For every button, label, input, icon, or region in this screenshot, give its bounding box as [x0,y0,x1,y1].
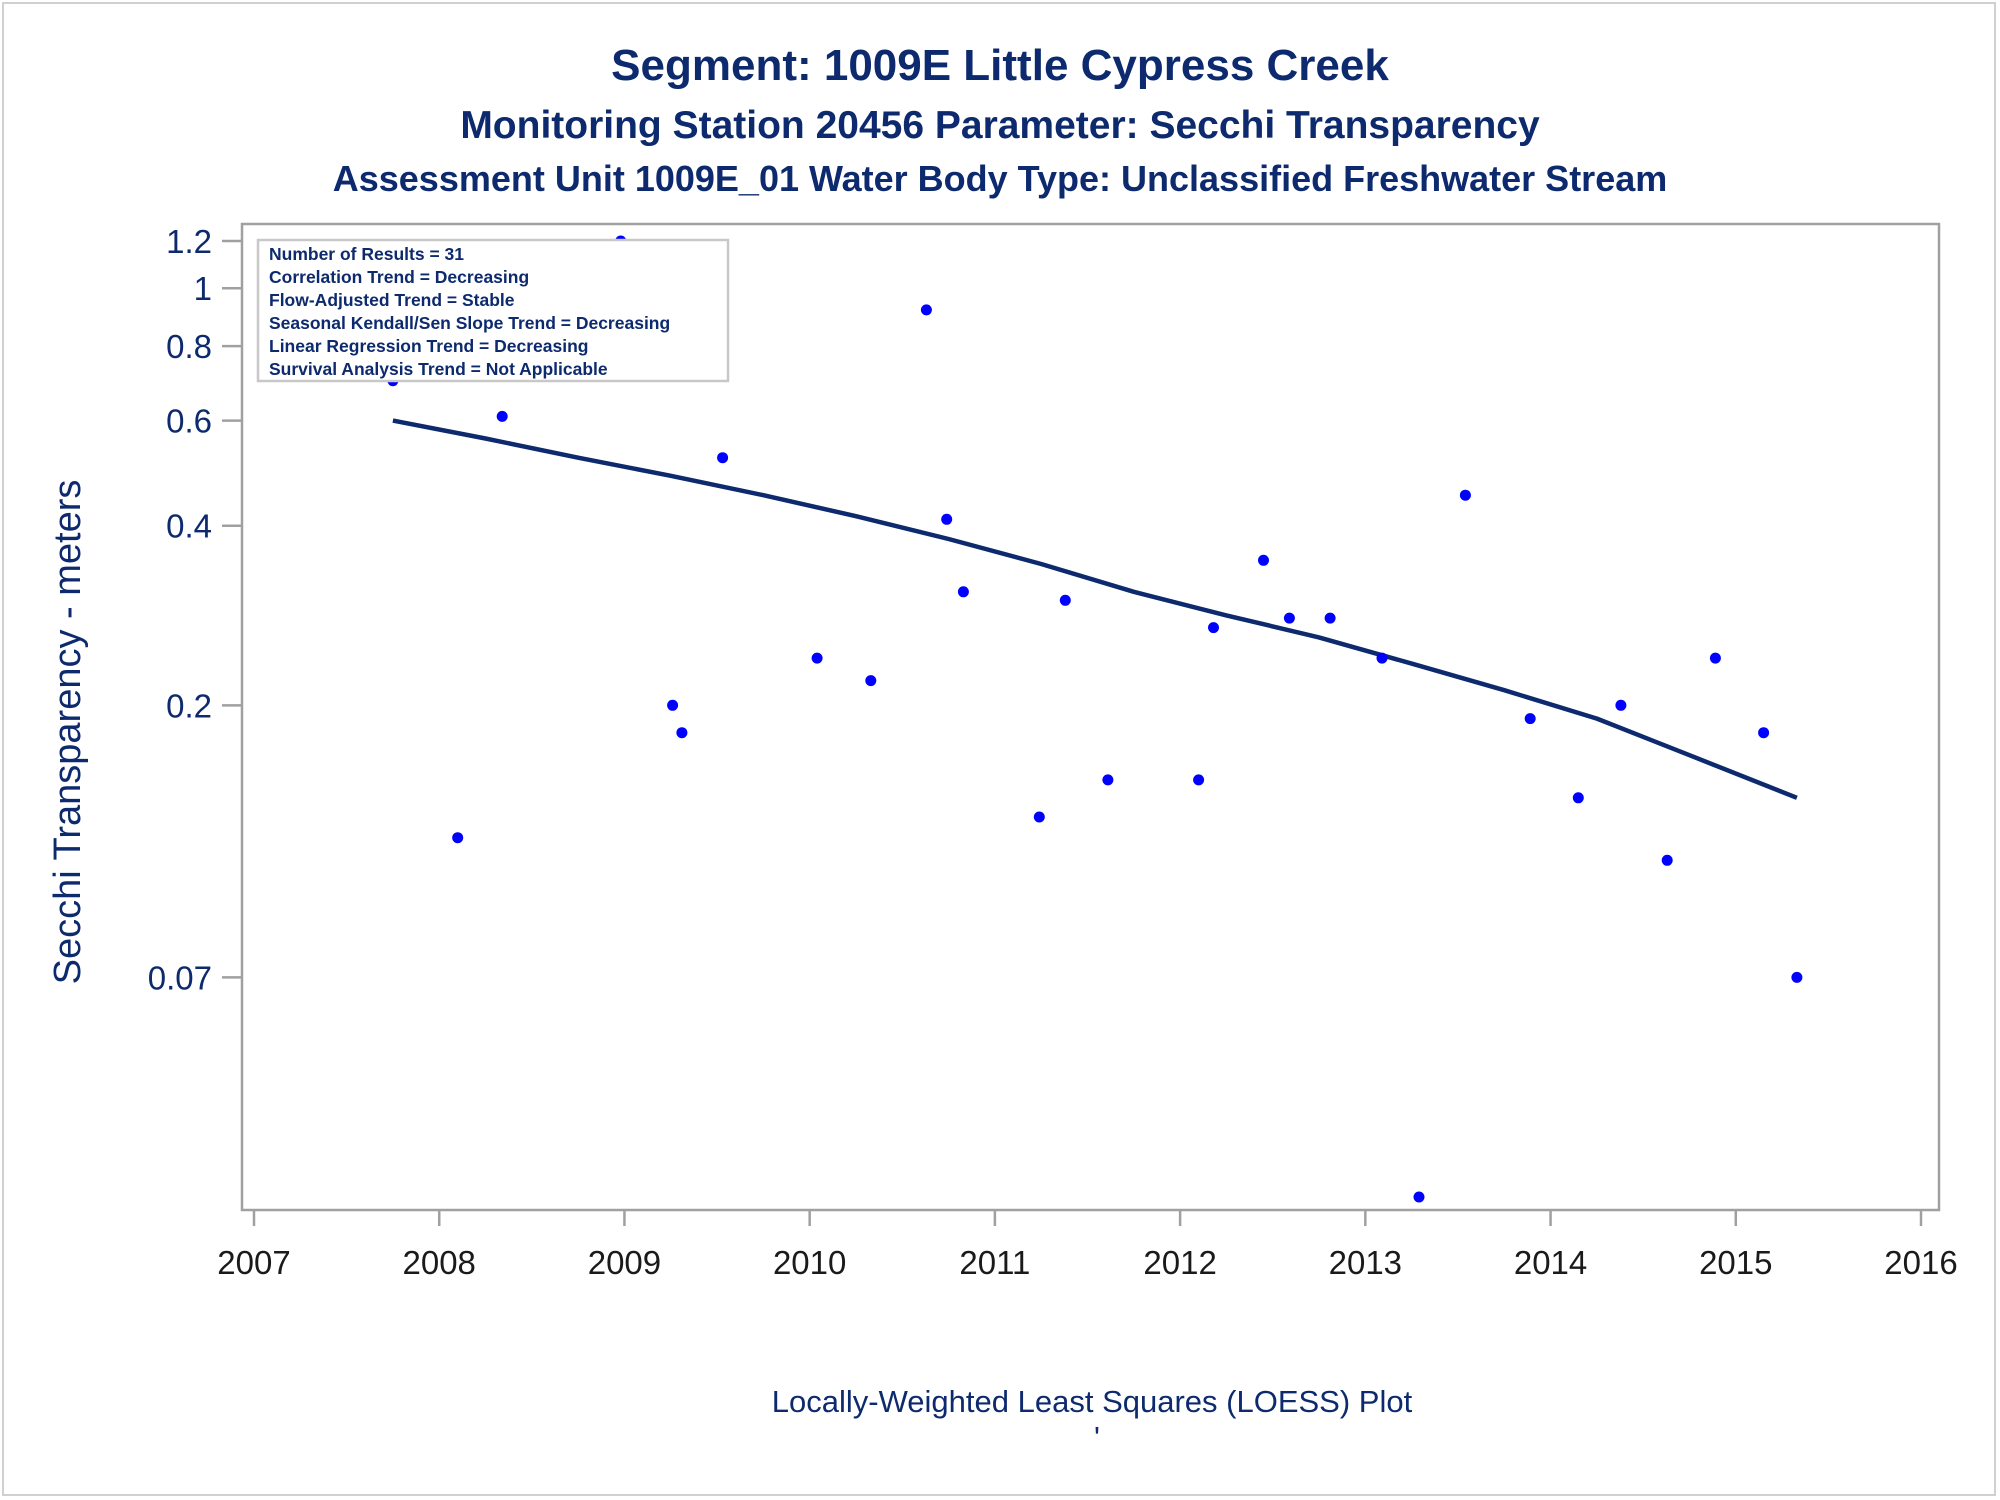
x-tick-label: 2007 [217,1244,290,1281]
stats-line-linear-regression: Linear Regression Trend = Decreasing [269,336,589,356]
y-tick-label: 0.8 [166,328,212,365]
x-tick-label: 2010 [773,1244,846,1281]
stats-box-border [256,238,730,383]
data-point [1459,489,1471,501]
loess-trend-line [392,418,1798,800]
x-tick-label: 2012 [1143,1244,1216,1281]
data-point [1258,554,1269,566]
x-tick-label: 2013 [1329,1244,1402,1281]
x-tick-label: 2008 [403,1244,476,1281]
data-point [957,586,969,598]
data-point [1709,652,1721,664]
data-point [717,452,729,464]
stats-line-survival-analysis: Survival Analysis Trend = Not Applicable [269,359,608,379]
stats-line-results: Number of Results = 31 [269,244,464,264]
data-point [1193,774,1205,786]
data-point [1791,971,1803,983]
y-tick-label: 1 [194,270,212,307]
stats-line-flow-adjusted: Flow-Adjusted Trend = Stable [269,290,515,310]
data-point [865,675,877,687]
chart-subtitle-station: Monitoring Station 20456 Parameter: Secc… [460,104,1540,147]
x-tick-label: 2016 [1884,1244,1957,1281]
data-point [667,699,679,711]
data-point [1208,622,1219,634]
y-tick-label: 0.2 [166,687,212,724]
y-axis-label: Secchi Transparency - meters [47,480,89,985]
x-tick-label: 2011 [959,1244,1030,1281]
stats-line-seasonal-kendall: Seasonal Kendall/Sen Slope Trend = Decre… [269,313,670,333]
y-tick-label: 0.4 [166,508,212,545]
data-point [1615,699,1627,711]
data-point [1033,811,1045,823]
y-tick-label: 0.07 [148,959,212,996]
stats-box: Number of Results = 31 Correlation Trend… [256,238,730,383]
plot-area [240,222,1941,1212]
data-point [1572,792,1584,804]
data-point [1283,612,1295,624]
data-point [1324,612,1336,624]
data-point [452,832,464,844]
chart-subtitle-assessment: Assessment Unit 1009E_01 Water Body Type… [333,158,1668,199]
data-point [811,652,823,664]
data-point [1059,594,1071,606]
x-tick-label: 2009 [588,1244,661,1281]
data-point [1413,1191,1425,1203]
data-point [941,513,953,525]
y-tick-label: 1.2 [166,223,212,260]
data-point [920,304,932,316]
stats-line-correlation: Correlation Trend = Decreasing [269,267,529,287]
data-point [1102,774,1114,786]
y-axis: 0.07 0.2 0.4 0.6 0.8 1 1.2 [148,223,242,996]
data-point [1376,652,1388,664]
y-tick-label: 0.6 [166,403,212,440]
data-point [1661,854,1673,866]
chart-title: Segment: 1009E Little Cypress Creek [611,41,1389,90]
chart-footnote: Locally-Weighted Least Squares (LOESS) P… [772,1384,1413,1419]
data-point [496,410,508,422]
footnote-mark: ' [1094,1420,1100,1455]
data-point [1758,727,1770,739]
x-tick-label: 2015 [1699,1244,1772,1281]
data-point [1524,713,1536,725]
x-axis: 2007 2008 2009 2010 2011 2012 2013 2014 2015 2016 [217,1210,1958,1281]
data-point [676,727,688,739]
x-tick-label: 2014 [1514,1244,1587,1281]
